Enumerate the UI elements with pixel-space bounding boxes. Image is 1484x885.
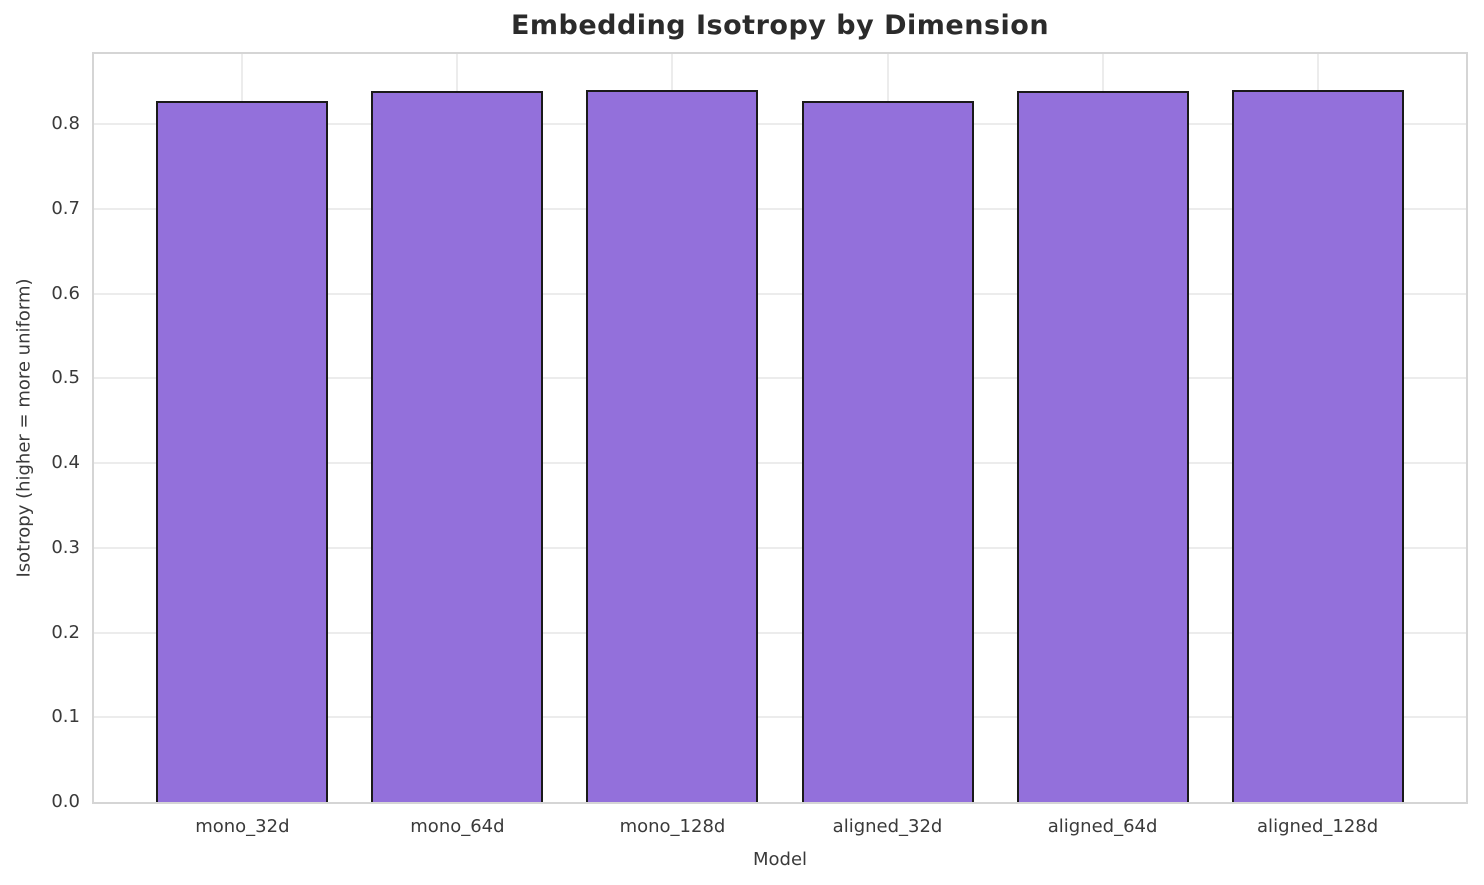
bar <box>1231 89 1404 802</box>
bar <box>371 91 544 802</box>
x-tick-label: aligned_64d <box>1047 816 1158 837</box>
h-gridline <box>94 462 1466 465</box>
y-tick-label: 0.8 <box>51 113 80 135</box>
h-gridline <box>94 292 1466 295</box>
y-tick-label: 0.5 <box>51 367 80 389</box>
y-tick-label: 0.0 <box>51 791 80 812</box>
h-gridline <box>94 716 1466 719</box>
bar <box>586 90 759 802</box>
x-tick-label: mono_128d <box>619 816 726 837</box>
h-gridline <box>94 546 1466 549</box>
y-tick-label: 0.7 <box>51 198 80 220</box>
h-gridline <box>94 631 1466 634</box>
bar <box>156 101 329 802</box>
h-gridline <box>94 377 1466 380</box>
bar <box>1016 91 1189 802</box>
y-tick-label: 0.1 <box>51 706 80 728</box>
x-tick-label: mono_32d <box>195 816 290 837</box>
x-tick-label: aligned_32d <box>832 816 943 837</box>
plot-area: 0.0 0.1 0.2 0.3 0.4 0.5 0.6 0.7 0.8 mono_32d mono_… <box>51 52 1468 836</box>
x-tick-label: mono_64d <box>410 816 505 837</box>
y-tick-label: 0.2 <box>51 621 80 643</box>
y-tick-label: 0.3 <box>51 536 80 558</box>
chart-title: Embedding Isotropy by Dimension <box>510 10 1050 41</box>
y-tick-label: 0.4 <box>51 452 80 474</box>
x-axis-label: Model <box>752 849 808 870</box>
bar <box>801 100 974 802</box>
x-tick-label: aligned_128d <box>1257 816 1379 837</box>
y-tick-label: 0.6 <box>51 282 80 304</box>
h-gridline <box>94 208 1466 211</box>
y-axis-label: Isotropy (higher = more uniform) <box>13 278 35 578</box>
h-gridline <box>94 123 1466 126</box>
